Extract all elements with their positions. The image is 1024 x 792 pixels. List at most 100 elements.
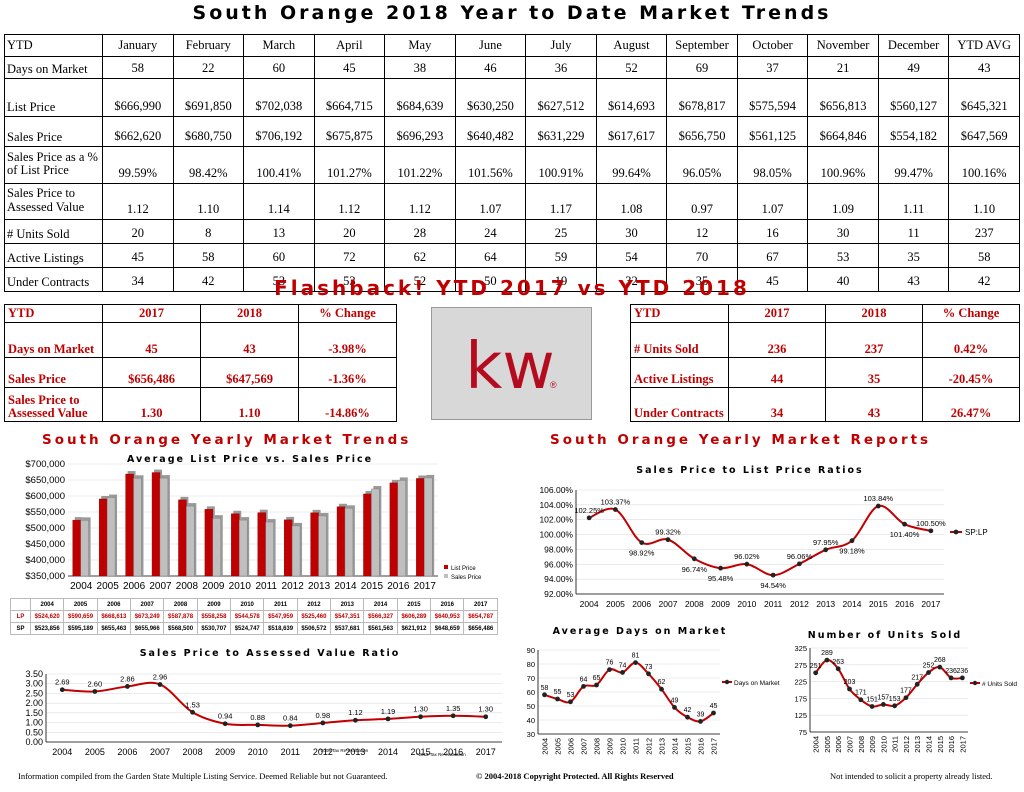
data-point [875,503,881,509]
data-table-year: 2014 [363,598,398,611]
x-tick-label: 2013 [913,736,922,753]
table-cell: 1.12 [384,183,456,220]
flashback-header-cell: % Change [922,304,1020,323]
data-table-year: 2011 [263,598,298,611]
y-tick-label: $500,000 [25,523,65,534]
data-point [685,714,690,720]
data-label: 0.94 [218,712,233,721]
table-cell: 100.41% [243,146,315,184]
data-table-cell: $654,787 [463,610,498,623]
table-header-cell: March [243,34,315,57]
x-tick-label: 2016 [895,599,914,609]
table-cell: 22 [172,56,245,79]
y-tick-label: 225 [794,678,807,687]
x-tick-label: 2014 [925,736,934,753]
table-cell: $631,229 [525,116,597,147]
y-tick-label: 1.50 [25,708,43,718]
data-table-cell: $568,500 [163,622,198,635]
x-tick-label: 2011 [255,581,277,592]
data-table-cell: $530,707 [196,622,232,635]
legend-marker [724,679,730,685]
flashback-row: Active Listings 44 35 -20.45% [630,357,1020,388]
table-cell: 101.56% [454,146,527,184]
data-label: 2.60 [88,679,103,688]
table-cell: $664,846 [807,116,879,147]
bar-lp [72,519,81,577]
data-table-year: 2015 [396,598,432,611]
data-table-corner [10,598,31,611]
table-row: Under Contracts 34 42 53 53 52 50 19 32 35 45 40 43 4… [4,267,1020,292]
table-cell: 52 [595,56,668,79]
data-label: 177 [900,688,912,695]
data-label: 98.92% [629,549,655,558]
ytd-market-table: YTD January February March April May June July A… [4,34,1020,292]
table-header-cell: August [595,34,668,57]
data-point [665,537,671,543]
data-table-cell: $547,351 [330,610,365,623]
flashback-row: Days on Market 45 43 -3.98% [4,322,397,358]
flashback-row: Sales Price $656,486 $647,569 -1.36% [4,357,397,388]
bar-sp [371,488,380,577]
x-tick-label: 2006 [834,736,843,753]
table-cell: 99.64% [595,146,668,184]
table-cell: $696,293 [384,116,456,147]
table-cell: 237 [948,219,1020,244]
table-cell: 8 [172,219,245,244]
y-tick-label: 125 [794,711,807,720]
data-table-year: 2006 [96,598,132,611]
legend-marker [972,680,978,686]
table-cell: 21 [807,56,879,79]
x-tick-label: 2013 [816,599,835,609]
data-table-cell: $523,856 [29,622,65,635]
table-cell: $640,482 [454,116,527,147]
data-table-cell: $544,578 [230,610,265,623]
x-tick-label: 2007 [846,736,855,753]
data-table-series-label: LP [10,610,31,623]
data-label: 53 [567,692,575,699]
table-cell: 101.22% [384,146,456,184]
data-point [594,682,599,688]
table-cell: $647,569 [948,116,1020,147]
table-cell: 1.10 [948,183,1020,220]
table-cell: $614,693 [595,78,668,117]
x-tick-label: 2011 [281,747,300,757]
x-tick-label: 2010 [229,581,252,592]
data-label: 268 [934,657,946,664]
table-cell: 12 [666,219,738,244]
table-row: # Units Sold 20 8 13 20 28 24 25 30 12 16 30 11 237 [4,219,1020,244]
table-cell: $630,250 [454,78,527,117]
table-header-cell: April [313,34,386,57]
flashback-cell: 237 [825,322,923,358]
data-label: 62 [658,679,666,686]
table-cell: $664,715 [313,78,386,117]
flashback-row: Under Contracts 34 43 26.47% [630,387,1020,422]
x-tick-label: 2004 [812,736,821,753]
flashback-left-table: YTD 2017 2018% Change Days on Market 45 43 -3.… [4,304,397,422]
y-tick-label: 325 [794,644,807,653]
bar-lp [151,472,161,577]
bar-sp [397,480,406,577]
table-cell: $680,750 [172,116,245,147]
y-tick-label: 106.00% [539,485,573,495]
data-label: 151 [866,696,878,703]
bar-lp [416,478,425,577]
data-label: 289 [821,650,833,657]
table-cell: 1.07 [454,183,527,220]
y-tick-label: 40 [527,716,535,725]
kw-logo: kw ® [465,330,557,404]
data-point [858,697,864,703]
table-header-cell: May [384,34,456,57]
table-cell: 37 [736,56,809,79]
x-tick-label: 2007 [149,581,172,592]
flashback-row-label: # Units Sold [630,322,729,358]
table-cell: 45 [313,56,386,79]
table-cell: 0.97 [666,183,738,220]
data-table-cell: $561,563 [363,622,398,635]
x-tick-label: 2015 [869,599,888,609]
table-cell: 50 [454,267,527,292]
bar-lp [231,513,240,577]
bar-lp [204,509,214,577]
y-tick-label: 102.00% [539,515,573,525]
bar-chart-title: Average List Price vs. Sales Price [126,454,374,465]
data-label: 94.54% [760,581,786,590]
